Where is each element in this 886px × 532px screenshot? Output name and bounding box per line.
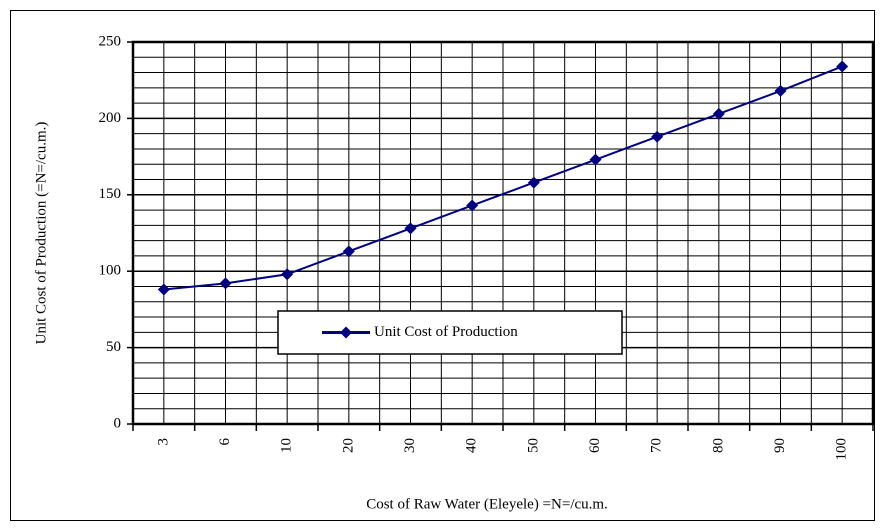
y-tick-label: 0 [114,415,122,431]
data-line [163,65,843,291]
data-point [281,268,294,281]
x-axis-label: Cost of Raw Water (Eleyele) =N=/cu.m. [366,496,608,512]
y-tick-label: 100 [99,263,122,279]
x-tick-label: 10 [279,438,295,453]
x-tick-label: 40 [464,438,480,453]
y-tick-label: 150 [99,186,122,202]
data-point [774,84,787,97]
x-tick-label: 50 [525,438,541,453]
data-point [404,222,417,235]
x-tick-label: 80 [710,438,726,453]
y-tick-label: 200 [99,110,122,126]
data-point [466,199,479,212]
legend-marker [340,326,352,339]
y-tick-label: 50 [106,339,121,355]
data-point [219,277,232,290]
y-axis-label: Unit Cost of Production (=N=/cu.m.) [33,122,49,345]
data-point [527,176,540,189]
data-point [589,153,602,166]
x-tick-label: 70 [649,438,665,453]
x-tick-label: 100 [834,438,850,461]
x-tick-label: 30 [402,438,418,453]
x-tick-label: 90 [772,438,788,453]
x-tick-label: 60 [587,438,603,453]
data-point [342,245,355,258]
x-tick-label: 20 [340,438,356,453]
x-tick-label: 6 [217,438,233,446]
data-point [651,130,664,143]
legend-label: Unit Cost of Production [374,324,518,340]
y-tick-label: 250 [99,33,122,49]
data-point [712,107,725,120]
data-point [836,60,849,73]
data-point [157,283,170,296]
x-tick-label: 3 [155,438,171,446]
